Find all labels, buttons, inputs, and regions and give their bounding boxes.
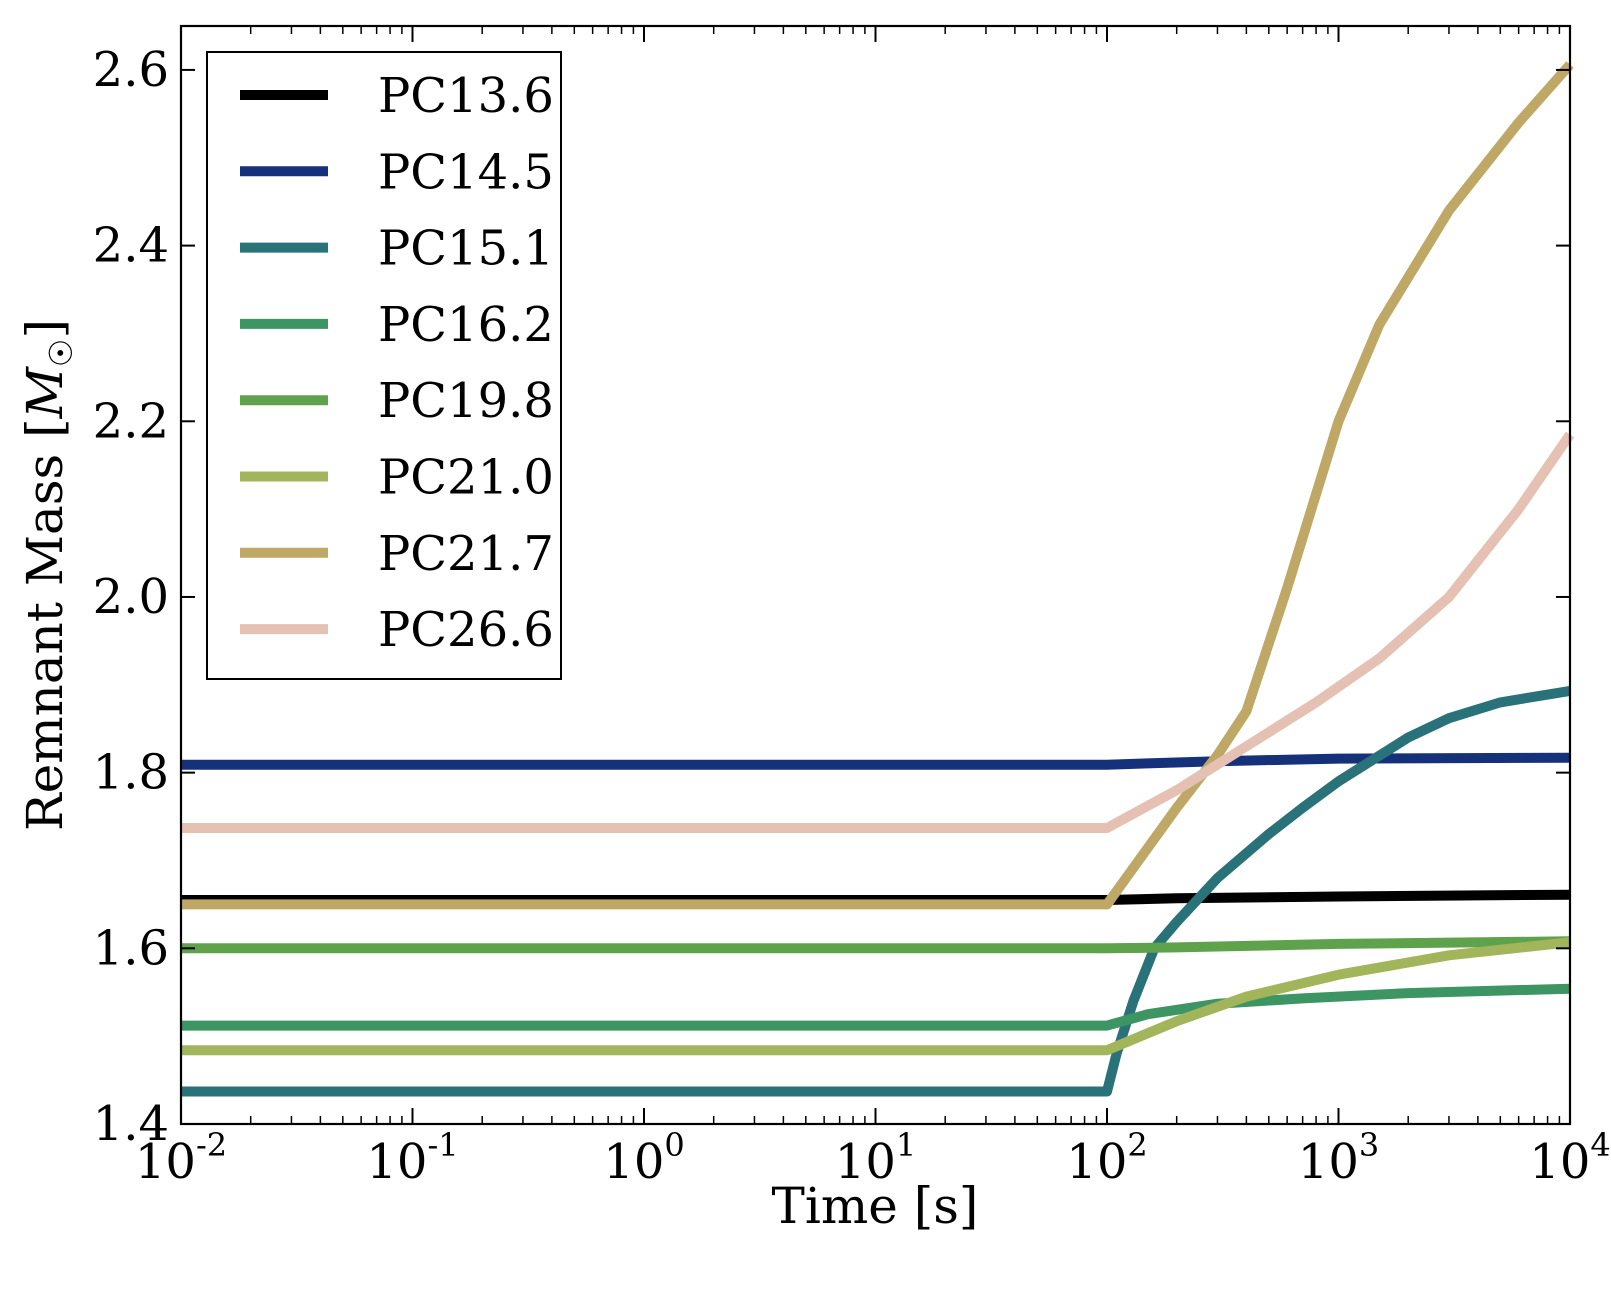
legend-label-pc26-6: PC26.6: [378, 602, 554, 658]
y-tick-label: 2.2: [93, 393, 169, 449]
x-tick-exponent: -1: [427, 1126, 458, 1164]
y-tick-label: 1.6: [93, 920, 169, 976]
x-tick-base: 10: [603, 1134, 664, 1190]
legend-label-pc13-6: PC13.6: [378, 68, 554, 124]
x-tick-exponent: 2: [1127, 1126, 1147, 1164]
series-lines: [181, 61, 1575, 1097]
legend-box: [206, 51, 562, 680]
series-line-pc26-6: [181, 431, 1575, 833]
series-line-pc21-0: [181, 937, 1571, 1056]
x-tick-exponent: 1: [896, 1126, 916, 1164]
x-tick-base: 10: [1298, 1134, 1359, 1190]
y-tick-label: 2.0: [93, 569, 169, 625]
x-axis-label: Time [s]: [772, 1177, 979, 1235]
legend-label-pc16-2: PC16.2: [378, 297, 554, 353]
x-tick-base: 10: [1066, 1134, 1127, 1190]
x-tick-exponent: 3: [1359, 1126, 1379, 1164]
y-tick-label: 2.4: [93, 218, 169, 274]
x-tick-label: 10-1: [366, 1126, 458, 1190]
x-tick-label: 101: [835, 1126, 916, 1190]
x-tick-label: 100: [603, 1126, 684, 1190]
legend-label-pc19-8: PC19.8: [378, 373, 554, 429]
axis-ticks: 1.41.61.82.02.22.42.610-2 10-1 100 101 102 10…: [93, 26, 1611, 1190]
legend-label-pc21-0: PC21.0: [378, 450, 554, 506]
x-tick-exponent: 4: [1590, 1126, 1610, 1164]
legend-label-pc21-7: PC21.7: [378, 526, 554, 582]
y-tick-label: 1.4: [93, 1096, 169, 1152]
y-tick-label: 1.8: [93, 745, 169, 801]
y-axis-label: Remnant Mass [M☉]: [16, 319, 80, 831]
x-tick-base: 10: [366, 1134, 427, 1190]
x-tick-base: 10: [835, 1134, 896, 1190]
x-tick-label: 10-2: [135, 1126, 227, 1190]
series-line-pc13-6: [181, 889, 1571, 905]
series-line-pc21-7: [181, 61, 1574, 910]
y-tick-label: 2.6: [93, 42, 169, 98]
legend: PC13.6 PC14.5 PC15.1 PC16.2 PC19.8 PC21.0 PC21…: [206, 51, 562, 680]
x-tick-exponent: 0: [664, 1126, 684, 1164]
x-tick-label: 103: [1298, 1126, 1379, 1190]
x-tick-label: 102: [1066, 1126, 1147, 1190]
x-tick-label: 104: [1529, 1126, 1610, 1190]
series-line-pc15-1: [181, 685, 1571, 1097]
y-axis-label-text: Remnant Mass [: [16, 418, 74, 831]
y-axis-label-subscript: ☉: [42, 339, 80, 368]
x-tick-base: 10: [1529, 1134, 1590, 1190]
series-line-pc19-8: [181, 936, 1571, 954]
series-line-pc16-2: [181, 983, 1571, 1031]
legend-label-pc15-1: PC15.1: [378, 221, 554, 277]
legend-label-pc14-5: PC14.5: [378, 144, 554, 200]
y-axis-label-symbol: M: [16, 365, 74, 419]
x-tick-exponent: -2: [196, 1126, 227, 1164]
y-axis-label-close: ]: [16, 319, 74, 339]
x-tick-base: 10: [135, 1134, 196, 1190]
